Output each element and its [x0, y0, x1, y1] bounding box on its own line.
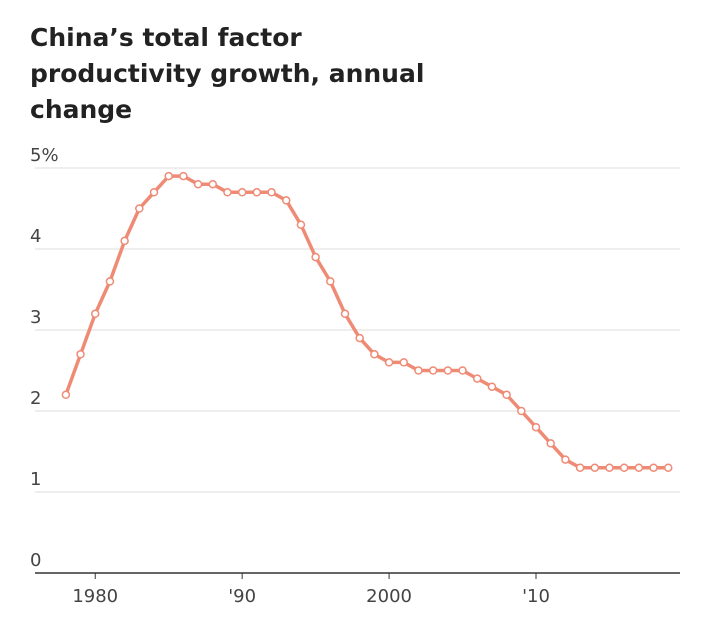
point	[443, 366, 453, 375]
point	[76, 350, 85, 359]
point	[634, 463, 644, 472]
point	[296, 220, 306, 229]
point	[281, 196, 291, 205]
point	[355, 333, 364, 343]
point	[531, 422, 541, 432]
point	[561, 455, 570, 464]
point	[193, 179, 203, 189]
point	[458, 366, 467, 375]
point	[326, 277, 335, 286]
x-tick-label: '90	[228, 586, 256, 607]
point	[267, 188, 276, 197]
y-tick-label: 1	[30, 469, 41, 490]
point	[237, 188, 247, 197]
point	[61, 390, 71, 400]
chart-title: China’s total factor productivity growth…	[30, 23, 425, 124]
y-tick-label: 2	[30, 388, 41, 409]
point	[472, 374, 482, 383]
point	[164, 171, 173, 181]
point	[487, 382, 497, 391]
point	[575, 463, 585, 472]
point	[590, 463, 600, 472]
point	[135, 204, 144, 213]
point	[605, 463, 614, 472]
y-tick-label: 0	[30, 550, 41, 571]
x-tick-label: '10	[522, 586, 550, 607]
point	[414, 366, 423, 375]
point	[517, 406, 526, 416]
point	[399, 358, 409, 367]
point	[546, 439, 555, 448]
point	[90, 309, 100, 319]
point	[663, 463, 673, 472]
point	[105, 277, 115, 286]
x-tick-label: 2000	[366, 586, 412, 607]
point	[149, 188, 159, 197]
point	[120, 236, 129, 246]
x-tick-label: 1980	[72, 586, 118, 607]
point	[340, 309, 350, 319]
y-tick-label: 3	[30, 307, 41, 328]
point	[619, 463, 629, 472]
y-tick-label: 4	[30, 226, 41, 247]
line	[64, 174, 669, 470]
y-tick-label: 5%	[30, 145, 59, 166]
point	[649, 463, 658, 472]
point	[370, 350, 379, 359]
point	[502, 390, 511, 400]
point	[252, 188, 262, 197]
point	[428, 366, 438, 375]
point	[208, 179, 218, 189]
point	[311, 252, 320, 262]
point	[384, 358, 394, 367]
point	[223, 188, 232, 197]
point	[179, 171, 188, 181]
